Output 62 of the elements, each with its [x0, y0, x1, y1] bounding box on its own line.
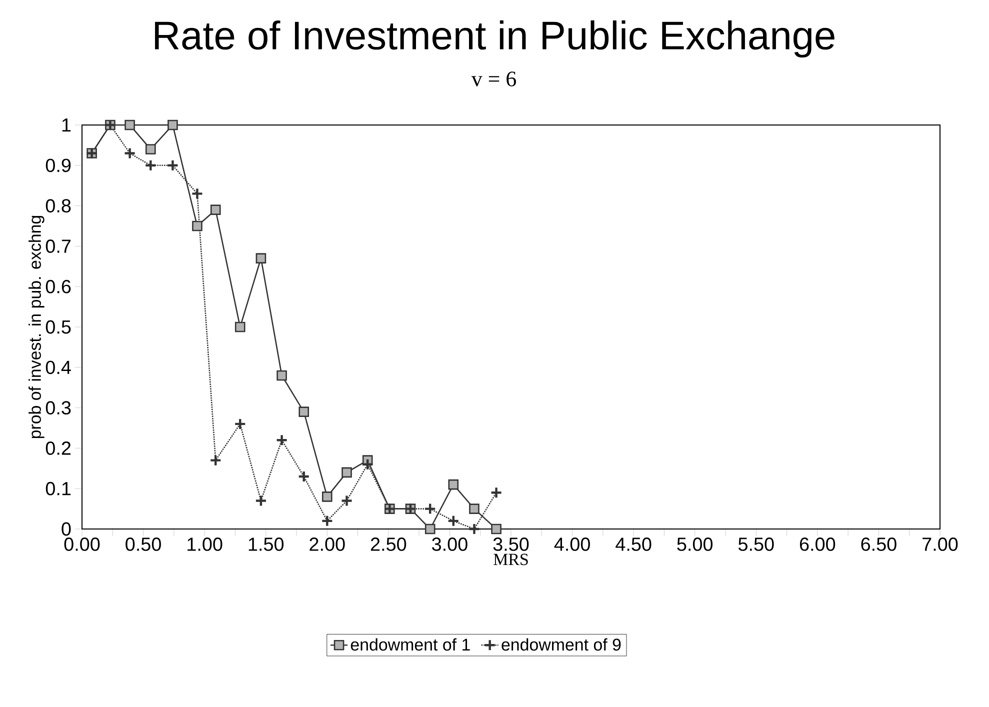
x-tick-label: 5.00 — [677, 538, 713, 551]
point — [469, 504, 480, 514]
y-tick-label: 0.8 — [46, 199, 71, 212]
chart-title: Rate of Investment in Public Exchange — [155, 20, 834, 58]
point — [298, 470, 310, 483]
point — [298, 406, 310, 417]
point — [448, 479, 459, 490]
x-axis-title: MRS — [494, 554, 528, 566]
chart-subtitle: v = 6 — [471, 72, 516, 86]
x-tick-label: 6.50 — [861, 538, 896, 551]
point — [210, 204, 221, 215]
y-tick-label: 0.1 — [46, 482, 71, 496]
x-tick-label: 0.50 — [126, 538, 161, 551]
x-tick-label: 2.00 — [310, 538, 345, 551]
legend-label: endowment of 1 — [350, 638, 470, 651]
point — [124, 147, 136, 160]
point — [192, 220, 202, 232]
y-tick-label: 0.5 — [46, 320, 71, 334]
point — [424, 524, 436, 534]
point — [276, 434, 288, 446]
x-tick-label: 4.00 — [554, 538, 590, 551]
x-tick-label: 1.50 — [248, 538, 284, 551]
y-tick-label: 0.7 — [46, 239, 71, 253]
y-axis-title: prob of invest. in pub. exchng — [28, 216, 44, 438]
point — [342, 467, 352, 478]
y-tick-label: 1 — [62, 118, 71, 132]
point — [424, 502, 436, 515]
point — [256, 253, 266, 264]
point — [447, 514, 460, 528]
point — [191, 188, 204, 200]
point — [144, 159, 157, 172]
point — [276, 370, 287, 381]
point — [145, 144, 156, 154]
point — [490, 486, 502, 499]
point — [168, 120, 178, 130]
point — [468, 522, 480, 536]
point — [254, 494, 268, 507]
x-tick-label: 1.00 — [188, 538, 222, 551]
x-tick-label: 4.50 — [616, 538, 652, 551]
point — [234, 418, 246, 430]
point — [234, 322, 246, 332]
point — [210, 454, 222, 466]
point — [340, 494, 353, 507]
y-tick-label: 0.3 — [46, 401, 71, 414]
y-tick-label: 0 — [62, 522, 71, 536]
y-tick-label: 0.9 — [46, 158, 71, 172]
point — [166, 159, 179, 172]
x-tick-label: 3.50 — [493, 538, 529, 551]
point — [491, 524, 502, 534]
x-tick-label: 6.00 — [800, 538, 836, 551]
point — [321, 514, 334, 528]
x-tick-label: 0.00 — [64, 538, 100, 551]
y-tick-label: 0.4 — [46, 360, 71, 374]
y-tick-label: 0.2 — [46, 441, 71, 455]
x-tick-label: 2.50 — [370, 538, 406, 551]
legend-label: endowment of 9 — [502, 638, 621, 651]
x-tick-label: 7.00 — [922, 538, 958, 551]
point — [124, 120, 135, 130]
x-tick-label: 5.50 — [738, 538, 774, 551]
x-tick-label: 3.00 — [432, 538, 468, 551]
point — [322, 492, 332, 502]
y-tick-label: 0.6 — [46, 280, 71, 294]
